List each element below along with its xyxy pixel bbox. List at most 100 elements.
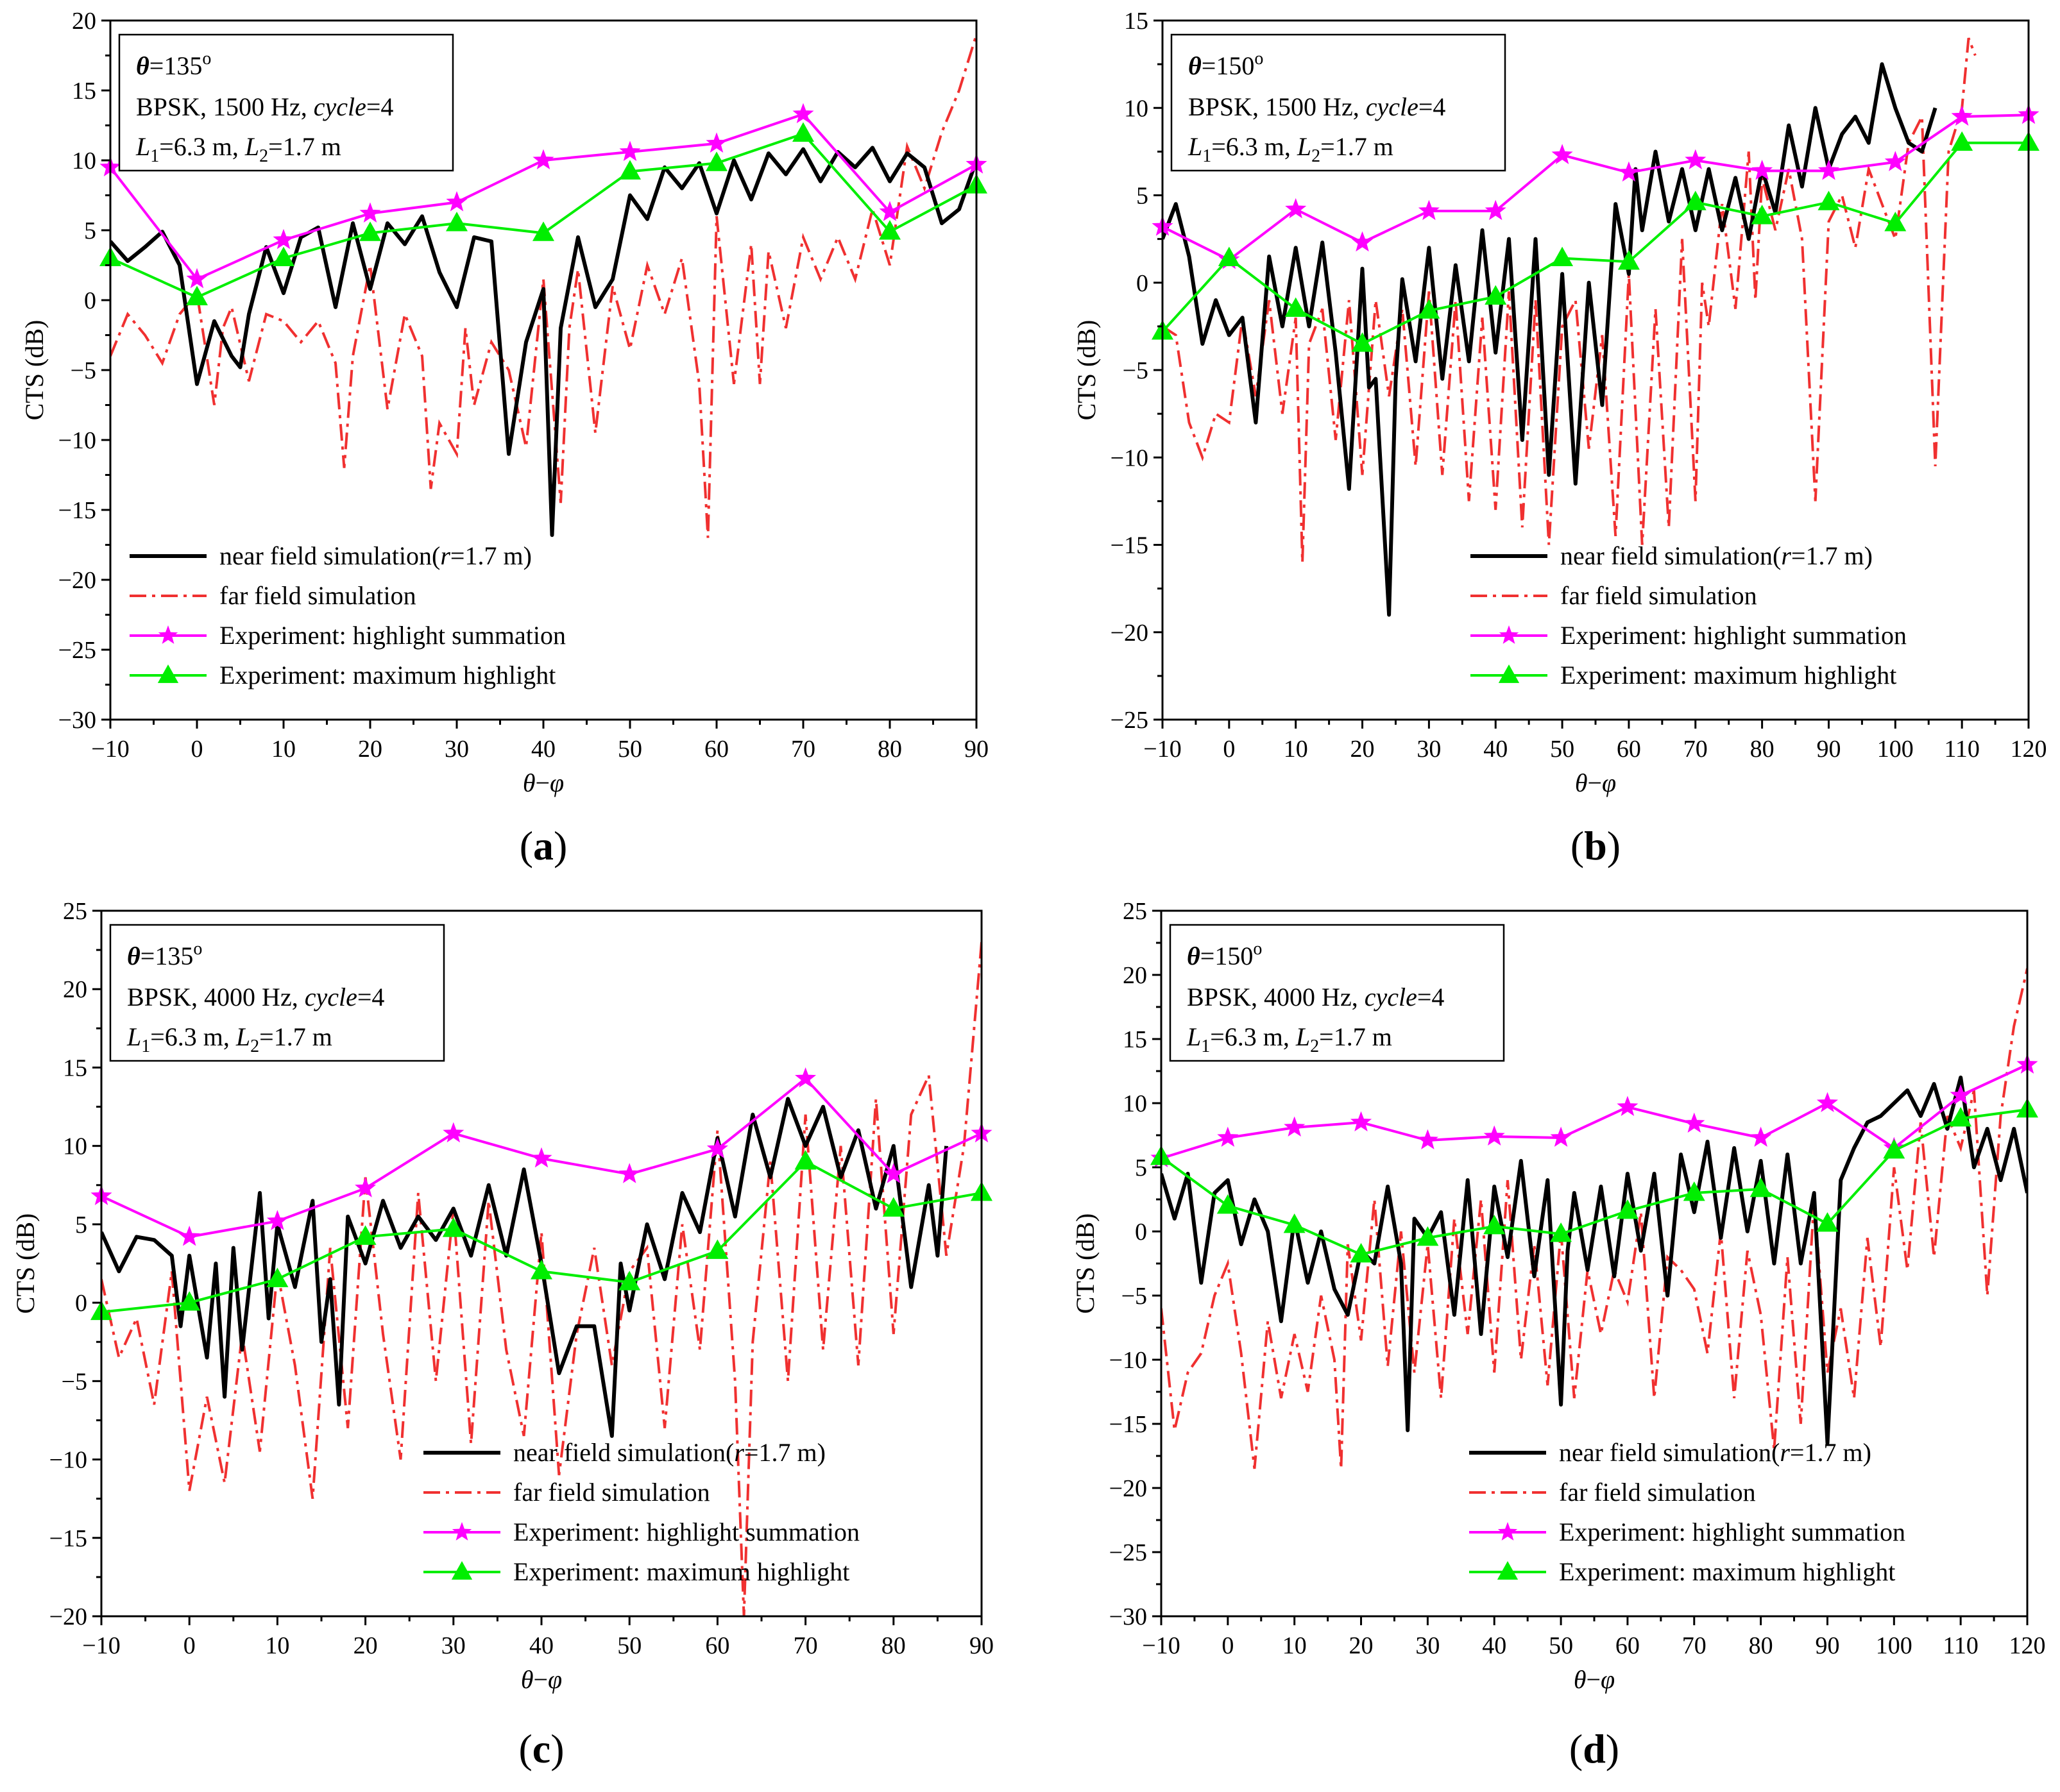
summation-point (792, 103, 814, 124)
maximum-point (185, 285, 209, 306)
x-tick-label: 30 (441, 1632, 466, 1659)
summation-point (1351, 231, 1374, 252)
y-tick-label: −10 (1109, 1347, 1147, 1374)
x-tick-label: 0 (183, 1632, 196, 1659)
summation-point (1285, 198, 1307, 219)
summation-point (1483, 1125, 1505, 1146)
legend-label-maximum: Experiment: maximum highlight (1559, 1557, 1895, 1586)
x-tick-label: 80 (1749, 1632, 1773, 1659)
y-tick-label: 20 (1123, 962, 1147, 989)
y-tick-label: −15 (1111, 532, 1148, 559)
annotation-box (1169, 924, 1505, 1062)
legend-triangle-marker (157, 664, 179, 683)
maximum-point (1284, 297, 1307, 317)
maximum-point (1617, 250, 1640, 270)
y-tick-label: 15 (63, 1054, 87, 1081)
summation-point (1683, 1112, 1705, 1133)
x-tick-label: 90 (1815, 1632, 1839, 1659)
summation-point (1817, 159, 1840, 180)
y-tick-label: 0 (75, 1290, 87, 1317)
legend-label-near: near field simulation(r=1.7 m) (1559, 1438, 1871, 1467)
y-tick-label: −10 (49, 1447, 87, 1474)
x-tick-label: 90 (1816, 736, 1841, 763)
legend-label-maximum: Experiment: maximum highlight (1560, 661, 1896, 689)
legend-label-near: near field simulation(r=1.7 m) (513, 1438, 826, 1467)
near-field-line (101, 1097, 949, 1438)
y-tick-label: 15 (1123, 1026, 1147, 1053)
maximum-point (532, 221, 555, 241)
maximum-point (272, 246, 295, 266)
x-axis-label: θ−φ (1574, 1665, 1615, 1694)
summation-point (1284, 1116, 1306, 1137)
x-tick-label: 30 (1417, 736, 1441, 763)
y-tick-label: −10 (1111, 444, 1148, 471)
x-tick-label: 70 (791, 736, 815, 763)
y-tick-label: −15 (49, 1525, 87, 1552)
near-field-line (1161, 1076, 2027, 1445)
legend-label-near: near field simulation(r=1.7 m) (1560, 541, 1873, 570)
summation-point (795, 1067, 817, 1088)
maximum-point (882, 1197, 905, 1217)
x-tick-label: 110 (1943, 1632, 1979, 1659)
summation-point (1350, 1111, 1372, 1132)
y-tick-label: −30 (58, 707, 96, 734)
y-tick-label: −25 (58, 637, 96, 664)
near-field-line (1162, 62, 1937, 617)
maximum-point (1417, 1226, 1439, 1246)
maximum-point (1684, 190, 1707, 210)
summation-point (619, 140, 641, 162)
maximum-point (1751, 205, 1773, 224)
x-tick-label: 10 (271, 736, 296, 763)
x-tick-label: 20 (353, 1632, 378, 1659)
y-tick-label: −15 (1109, 1411, 1147, 1438)
x-tick-label: 60 (705, 1632, 729, 1659)
y-tick-label: 0 (84, 287, 96, 314)
y-tick-label: −5 (1121, 1283, 1147, 1310)
maximum-point (1551, 246, 1574, 266)
y-tick-label: 5 (84, 217, 96, 244)
maximum-point (359, 221, 382, 241)
x-tick-label: 120 (2011, 736, 2047, 763)
x-tick-label: 50 (1550, 736, 1574, 763)
legend-label-near: near field simulation(r=1.7 m) (219, 541, 532, 570)
legend-label-summation: Experiment: highlight summation (513, 1517, 860, 1546)
maximum-point (794, 1150, 817, 1170)
x-tick-label: 80 (881, 1632, 906, 1659)
maximum-point (1218, 246, 1240, 266)
x-tick-label: 50 (618, 736, 642, 763)
maximum-point (445, 212, 468, 232)
x-tick-label: 60 (1615, 1632, 1640, 1659)
summation-point (706, 132, 728, 153)
maximum-point (1951, 131, 1973, 151)
chart-panel-d: −10 0 10 20 30 40 50 60 70 80 90 100 110 120−30−25−20… (1071, 898, 2046, 1771)
summation-point (1550, 1126, 1572, 1147)
far-field-line (110, 34, 976, 538)
x-tick-label: 50 (1549, 1632, 1573, 1659)
annotation-signal: BPSK, 1500 Hz, cycle=4 (136, 92, 393, 121)
x-tick-label: 40 (531, 736, 556, 763)
y-axis-label: CTS (dB) (1071, 1213, 1100, 1314)
y-tick-label: 5 (1136, 183, 1148, 210)
summation-point (359, 202, 381, 223)
y-tick-label: −5 (62, 1368, 87, 1395)
maximum-point (792, 122, 815, 142)
maximum-line (1161, 141, 2029, 346)
maximum-point (1483, 1214, 1506, 1235)
maximum-point (1550, 1222, 1572, 1242)
y-tick-label: −20 (1111, 620, 1148, 647)
legend-label-summation: Experiment: highlight summation (219, 621, 566, 650)
y-tick-label: −5 (71, 357, 96, 384)
annotation-box (109, 924, 445, 1062)
x-tick-label: 100 (1876, 1632, 1912, 1659)
summation-line (1161, 1063, 2028, 1160)
annotation-lengths: L1=6.3 m, L2=1.7 m (1187, 132, 1393, 166)
y-tick-label: 10 (1124, 95, 1148, 122)
y-tick-label: −15 (58, 497, 96, 524)
summation-point (1485, 199, 1506, 221)
x-tick-label: 40 (1483, 736, 1508, 763)
maximum-point (178, 1291, 201, 1311)
x-tick-label: 110 (1944, 736, 1980, 763)
maximum-point (1883, 1138, 1905, 1159)
x-axis-label: θ−φ (521, 1665, 562, 1694)
legend-triangle-marker (1498, 664, 1520, 683)
